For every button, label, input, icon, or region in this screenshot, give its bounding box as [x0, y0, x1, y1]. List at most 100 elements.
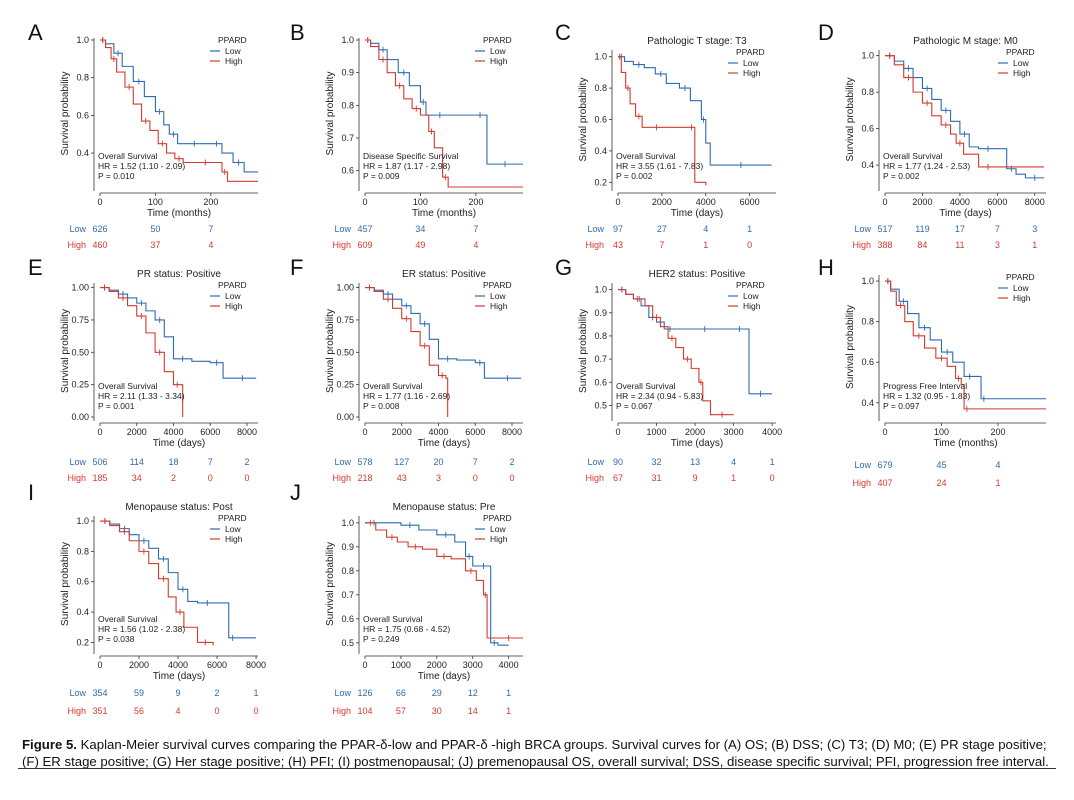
km-curve-high: [885, 280, 1046, 410]
y-tick-label: 0.25: [71, 380, 89, 390]
risk-count: 0: [208, 473, 213, 483]
x-tick-label: 2000: [392, 427, 412, 437]
risk-count: 2: [171, 473, 176, 483]
x-tick-label: 2000: [685, 427, 705, 437]
x-tick-label: 8000: [502, 427, 522, 437]
risk-count: 4: [208, 240, 213, 250]
risk-count: 0: [254, 706, 259, 716]
x-axis-label: Time (days): [671, 438, 723, 449]
risk-count: 13: [690, 457, 700, 467]
risk-table-label-low: Low: [334, 457, 351, 467]
risk-count: 30: [432, 706, 442, 716]
risk-count: 218: [357, 473, 372, 483]
legend-label-low: Low: [1013, 58, 1029, 68]
panel-letter: E: [28, 255, 43, 280]
legend-label-low: Low: [743, 291, 759, 301]
km-curve-low: [885, 280, 1046, 400]
panel-letter: G: [555, 255, 572, 280]
x-tick-label: 100: [148, 197, 163, 207]
risk-count: 17: [955, 224, 965, 234]
y-tick-label: 0.6: [594, 377, 607, 387]
stats-test-name: Overall Survival: [363, 381, 423, 391]
risk-count: 27: [657, 224, 667, 234]
x-tick-label: 1000: [647, 427, 667, 437]
risk-count: 1: [731, 473, 736, 483]
panel-title: Pathologic T stage: T3: [647, 36, 747, 47]
y-tick-label: 0.6: [861, 357, 874, 367]
y-tick-label: 0.4: [76, 607, 89, 617]
risk-count: 34: [132, 473, 142, 483]
panel-title: PR status: Positive: [137, 269, 221, 280]
y-tick-label: 1.0: [594, 285, 607, 295]
risk-count: 50: [150, 224, 160, 234]
risk-table-label-high: High: [67, 240, 86, 250]
y-tick-label: 0.7: [341, 590, 354, 600]
stats-hazard-ratio: HR = 1.77 (1.24 - 2.53): [883, 161, 970, 171]
panel-title: Menopause status: Post: [125, 502, 233, 513]
y-tick-label: 0.9: [341, 68, 354, 78]
stats-p-value: P = 0.097: [883, 401, 920, 411]
risk-table-label-low: Low: [854, 224, 871, 234]
risk-table-label-low: Low: [587, 224, 604, 234]
stats-p-value: P = 0.008: [363, 401, 400, 411]
risk-table-label-low: Low: [69, 224, 86, 234]
risk-count: 1: [506, 688, 511, 698]
y-tick-label: 0.8: [341, 566, 354, 576]
y-axis-label: Survival probability: [845, 305, 856, 389]
km-curve-high: [365, 522, 523, 639]
y-axis-label: Survival probability: [845, 78, 856, 162]
km-panel-i: I Menopause status: Post 0.2 0.4 0.6 0.8 1.0 0 2…: [28, 480, 266, 716]
risk-count: 114: [130, 457, 144, 467]
risk-count: 354: [92, 688, 107, 698]
km-panel-e: E PR status: Positive 0.00 0.25 0.50 0.75 1.00…: [28, 255, 258, 483]
x-tick-label: 4000: [696, 197, 716, 207]
risk-table-label-low: Low: [69, 688, 86, 698]
y-tick-label: 0.7: [341, 133, 354, 143]
x-tick-label: 4000: [499, 660, 519, 670]
x-tick-label: 1000: [391, 660, 411, 670]
x-tick-label: 4000: [168, 660, 188, 670]
km-curve-low: [365, 522, 509, 646]
x-axis-label: Time (days): [153, 438, 205, 449]
y-axis-label: Survival probability: [60, 542, 71, 626]
caption-rule: [18, 768, 1056, 769]
legend-label-high: High: [225, 56, 243, 66]
panel-letter: C: [555, 20, 571, 45]
risk-count: 1: [995, 478, 1000, 488]
risk-count: 0: [215, 706, 220, 716]
y-tick-label: 1.00: [336, 283, 354, 293]
stats-p-value: P = 0.010: [98, 171, 135, 181]
y-tick-label: 0.6: [76, 110, 89, 120]
km-curve-high: [100, 520, 214, 646]
stats-p-value: P = 0.001: [98, 401, 135, 411]
x-tick-label: 2000: [127, 427, 147, 437]
risk-count: 2: [215, 688, 220, 698]
legend-label-high: High: [743, 68, 761, 78]
y-axis-label: Survival probability: [578, 78, 589, 162]
y-tick-label: 0.8: [76, 73, 89, 83]
stats-p-value: P = 0.002: [616, 171, 653, 181]
risk-count: 1: [254, 688, 259, 698]
y-tick-label: 1.0: [861, 51, 874, 61]
y-axis-label: Survival probability: [325, 542, 336, 626]
y-tick-label: 0.75: [336, 315, 354, 325]
risk-count: 517: [877, 224, 892, 234]
y-tick-label: 0.4: [76, 148, 89, 158]
y-axis-label: Survival probability: [325, 72, 336, 156]
risk-count: 57: [396, 706, 406, 716]
x-tick-label: 0: [615, 197, 620, 207]
stats-p-value: P = 0.038: [98, 634, 135, 644]
risk-count: 4: [731, 457, 736, 467]
x-tick-label: 0: [362, 427, 367, 437]
risk-count: 29: [432, 688, 442, 698]
x-axis-label: Time (months): [412, 208, 476, 219]
legend-title: PPARD: [1006, 272, 1035, 282]
x-tick-label: 8000: [1025, 197, 1045, 207]
stats-p-value: P = 0.067: [616, 401, 653, 411]
risk-count: 609: [357, 240, 372, 250]
risk-count: 1: [770, 457, 775, 467]
km-panel-f: F ER status: Positive 0.00 0.25 0.50 0.75 1.00…: [290, 255, 523, 483]
x-tick-label: 4000: [950, 197, 970, 207]
risk-count: 0: [473, 473, 478, 483]
